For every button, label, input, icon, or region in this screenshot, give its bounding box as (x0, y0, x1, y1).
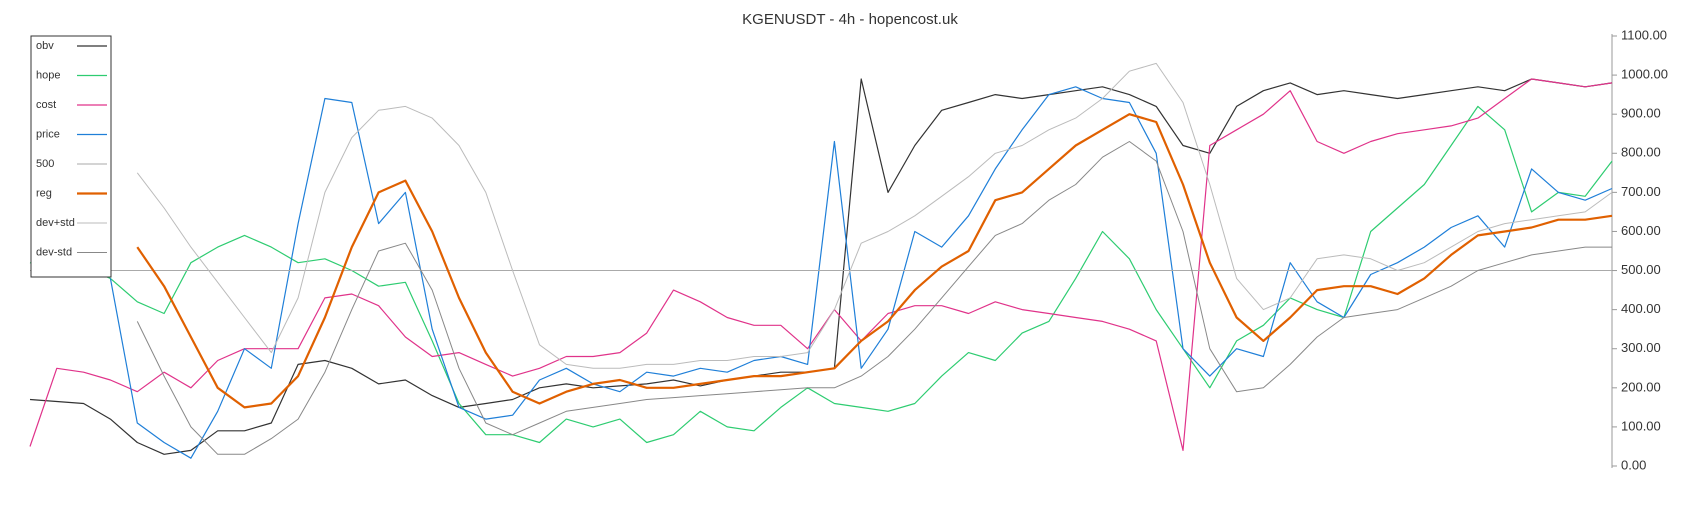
legend: obv hope cost price 500 reg dev+std dev-std (30, 35, 112, 278)
y-tick-label: 100.00 (1621, 418, 1661, 433)
y-tick-label: 800.00 (1621, 145, 1661, 160)
legend-box (30, 35, 112, 278)
y-tick-label: 900.00 (1621, 106, 1661, 121)
legend-label: obv (36, 40, 54, 52)
series-line (136, 141, 1612, 455)
y-tick-label: 500.00 (1621, 262, 1661, 277)
series-line (29, 78, 1613, 455)
legend-label: price (36, 128, 60, 140)
y-tick-label: 400.00 (1621, 301, 1661, 316)
y-tick-label: 1000.00 (1621, 67, 1668, 82)
legend-label: dev+std (36, 217, 75, 229)
y-tick-label: 600.00 (1621, 223, 1661, 238)
y-tick-label: 200.00 (1621, 379, 1661, 394)
legend-label: 500 (36, 158, 54, 170)
legend-label: hope (36, 69, 60, 81)
y-tick-label: 0.00 (1621, 457, 1646, 472)
series-line (29, 78, 1613, 451)
legend-label: cost (36, 99, 56, 111)
chart-title: KGENUSDT - 4h - hopencost.uk (742, 11, 958, 28)
series-line (109, 86, 1613, 459)
y-tick-label: 300.00 (1621, 340, 1661, 355)
series-line (29, 105, 1613, 444)
series-line (136, 113, 1613, 409)
y-tick-label: 1100.00 (1621, 27, 1667, 42)
legend-label: reg (36, 187, 52, 199)
legend-label: dev-std (36, 246, 72, 258)
series-line (136, 62, 1613, 369)
y-tick-label: 700.00 (1621, 184, 1661, 199)
